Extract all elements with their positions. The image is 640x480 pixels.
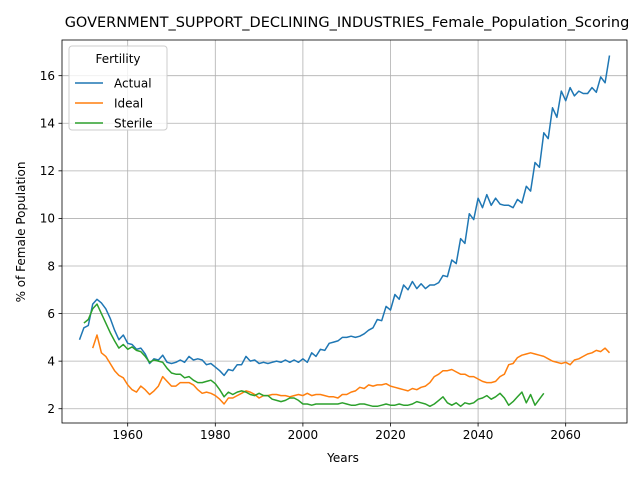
series-lines [78, 55, 611, 408]
y-tick-label: 16 [40, 69, 55, 83]
plot-frame [61, 39, 628, 424]
y-tick-label: 8 [47, 259, 55, 273]
legend-box [68, 45, 168, 131]
y-tick-label: 12 [40, 164, 55, 178]
x-tick-label: 1980 [200, 428, 231, 442]
x-tick-label: 2000 [288, 428, 319, 442]
y-axis-ticks: 2 4 6 8 10 12 14 16 [40, 69, 62, 416]
y-tick-label: 6 [47, 307, 55, 321]
series-line-ideal [91, 334, 611, 405]
legend-label-ideal: Ideal [114, 97, 143, 111]
x-tick-label: 2060 [550, 428, 581, 442]
series-line-sterile [83, 303, 545, 408]
x-axis-ticks: 1960 1980 2000 2020 2040 2060 [112, 423, 581, 442]
y-tick-label: 4 [47, 354, 55, 368]
legend-title: Fertility [95, 52, 140, 66]
series-line-actual [78, 55, 611, 377]
y-tick-label: 14 [40, 117, 55, 131]
legend-label-actual: Actual [114, 77, 152, 91]
y-tick-label: 2 [47, 402, 55, 416]
legend: Fertility Actual Ideal Sterile [68, 45, 168, 131]
chart-title: GOVERNMENT_SUPPORT_DECLINING_INDUSTRIES_… [65, 15, 630, 31]
x-tick-label: 1960 [112, 428, 143, 442]
x-axis-label: Years [326, 451, 359, 465]
y-axis-label: % of Female Population [14, 162, 28, 303]
y-tick-label: 10 [40, 212, 55, 226]
x-tick-label: 2040 [463, 428, 494, 442]
x-tick-label: 2020 [375, 428, 406, 442]
legend-label-sterile: Sterile [114, 117, 153, 131]
